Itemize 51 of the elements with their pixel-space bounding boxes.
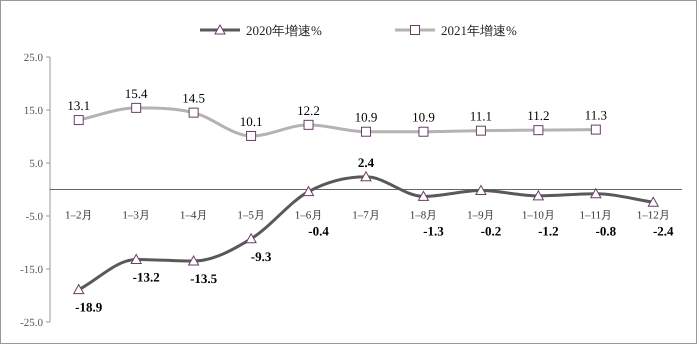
y-tick-label: -25.0 — [20, 317, 44, 329]
point — [360, 171, 372, 182]
data-label: -13.2 — [132, 269, 160, 284]
point — [130, 254, 142, 264]
point — [590, 188, 602, 198]
data-label: -0.8 — [596, 224, 617, 238]
x-tick-label: 1–8月 — [410, 210, 438, 222]
legend-label: 2020年增速% — [246, 23, 322, 38]
x-tick-label: 1–4月 — [180, 210, 208, 222]
y-tick-label: 15.0 — [24, 105, 44, 117]
data-label: 2.4 — [358, 154, 375, 170]
point — [648, 196, 659, 207]
data-label: -0.4 — [308, 224, 330, 238]
x-tick-label: 1–7月 — [352, 210, 380, 222]
point — [188, 256, 200, 266]
data-label: 10.9 — [412, 110, 435, 125]
data-label: 11.1 — [470, 108, 492, 124]
point — [532, 190, 544, 200]
y-tick-label: 25.0 — [24, 52, 44, 64]
x-tick-label: 1–2月 — [64, 210, 92, 222]
data-label: -18.9 — [75, 300, 103, 315]
x-tick-label: 1–10月 — [522, 210, 555, 222]
data-label: -1.2 — [538, 224, 559, 238]
y-tick-label: -5.0 — [26, 211, 44, 223]
data-label: -9.3 — [250, 248, 272, 264]
x-tick-label: 1–3月 — [122, 210, 150, 222]
y-tick-label: -15.0 — [20, 264, 44, 276]
point — [73, 284, 84, 294]
legend-label: 2021年增速% — [441, 23, 517, 38]
x-tick-label: 1–5月 — [237, 210, 265, 222]
point — [246, 233, 257, 244]
point — [303, 186, 314, 196]
y-tick-label: 5.0 — [29, 158, 44, 170]
data-label: -0.2 — [480, 224, 502, 238]
x-tick-label: 1–11月 — [580, 210, 612, 222]
data-label: -1.3 — [423, 224, 444, 238]
data-label: 10.9 — [354, 110, 378, 125]
data-label: 13.1 — [67, 98, 90, 114]
x-tick-label: 1–12月 — [636, 210, 670, 222]
data-label: 14.5 — [182, 90, 206, 106]
x-tick-label: 1–9月 — [467, 210, 495, 222]
data-label: 12.2 — [297, 102, 320, 118]
data-label: -13.5 — [190, 271, 218, 286]
data-label: 15.4 — [124, 86, 148, 101]
data-label: 11.3 — [584, 108, 607, 123]
data-label: 11.2 — [527, 108, 550, 124]
x-tick-label: 1–6月 — [294, 210, 322, 222]
point — [475, 185, 486, 196]
data-label: -2.4 — [652, 224, 674, 238]
data-label: 10.1 — [240, 114, 262, 129]
point — [418, 190, 429, 201]
